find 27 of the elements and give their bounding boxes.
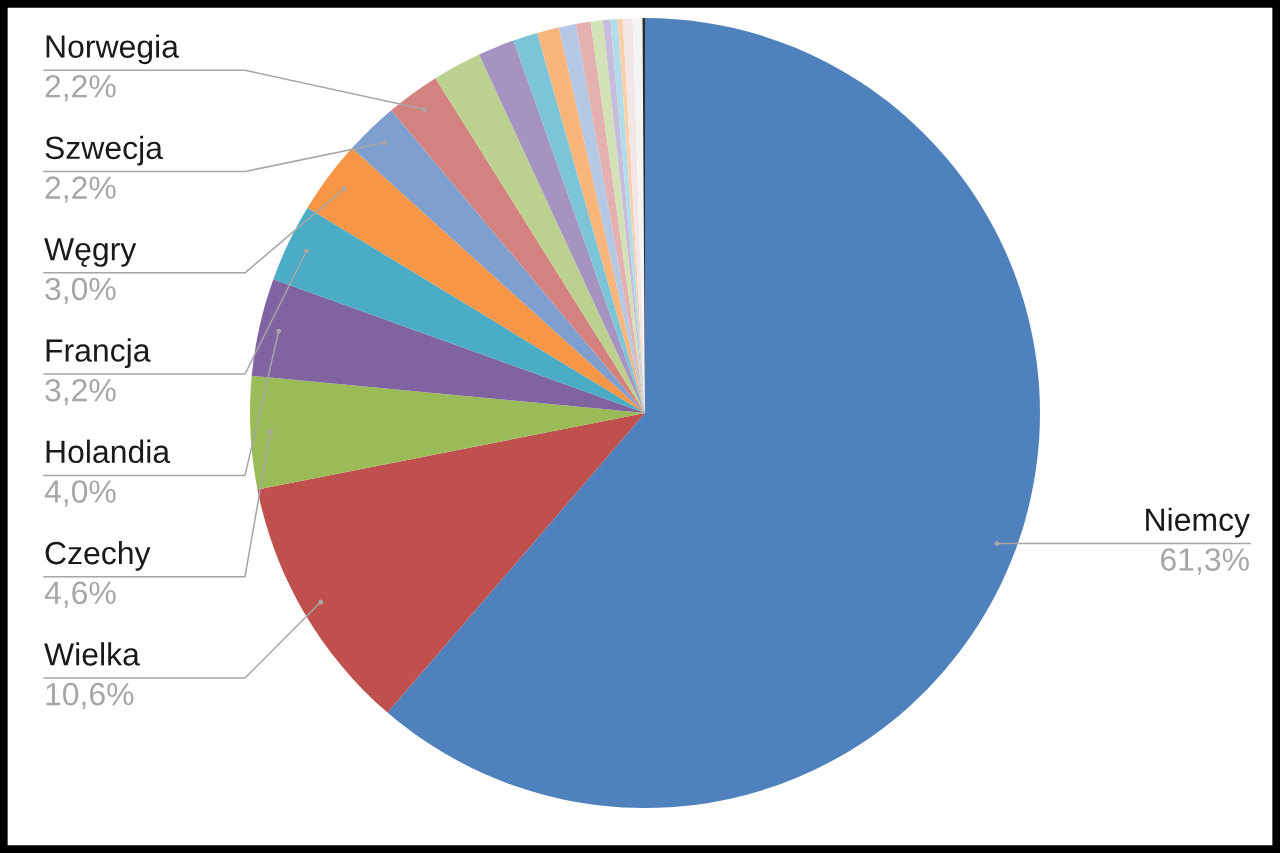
pie-slice: [387, 18, 1040, 808]
data-label: 2,2%: [45, 176, 116, 203]
pie-slice: [273, 207, 645, 413]
slice-label: Niemcy: [1146, 507, 1250, 538]
data-label: 3,0%: [45, 277, 116, 305]
pie-slice: [257, 413, 645, 713]
slice-label: Czechy: [45, 540, 151, 571]
data-label: 61,3%: [1161, 548, 1249, 575]
data-label: 10,6%: [46, 682, 134, 710]
pie-slice: [251, 279, 645, 413]
slice-label: Norwegia: [46, 34, 179, 65]
data-label: 3,2%: [45, 378, 116, 406]
data-label: 2,2%: [45, 75, 116, 102]
slice-label: Szwecja: [45, 135, 163, 166]
pie-slice: [307, 148, 645, 413]
slice-label: Wielka: [44, 642, 140, 666]
pie-slice: [479, 40, 645, 413]
pie-slice: [391, 78, 645, 413]
pie-slice: [250, 375, 645, 490]
data-label: 4,0%: [44, 480, 116, 507]
pie-slice: [435, 54, 645, 413]
slice-label: Francja: [46, 338, 151, 369]
slice-label: Węgry: [44, 238, 137, 267]
slice-label: Holandia: [46, 439, 171, 464]
data-label: 4,6%: [44, 581, 116, 608]
pie-slice: [352, 110, 645, 413]
pie-slice: [513, 33, 645, 413]
